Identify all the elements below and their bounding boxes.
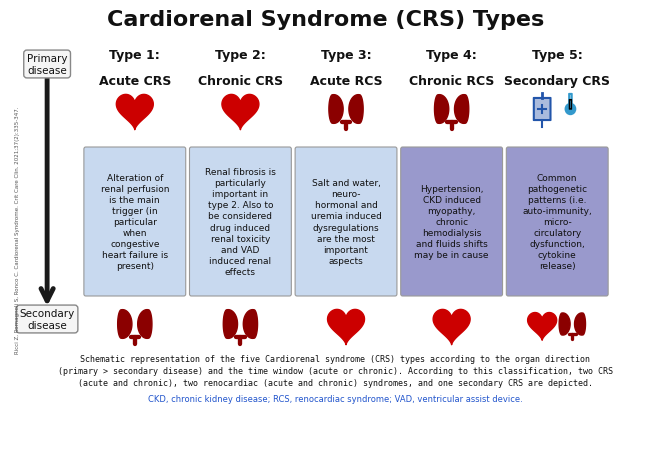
Text: Chronic RCS: Chronic RCS [409, 75, 494, 88]
Polygon shape [433, 310, 470, 345]
Polygon shape [349, 95, 363, 124]
Polygon shape [223, 310, 237, 339]
FancyBboxPatch shape [295, 148, 397, 297]
Text: Renal fibrosis is
particularly
important in
type 2. Also to
be considered
drug i: Renal fibrosis is particularly important… [205, 168, 276, 276]
Text: Type 5:: Type 5: [532, 49, 582, 62]
FancyBboxPatch shape [401, 148, 502, 297]
Text: Hypertension,
CKD induced
myopathy,
chronic
hemodialysis
and fluids shifts
may b: Hypertension, CKD induced myopathy, chro… [414, 185, 489, 260]
Text: Primary
disease: Primary disease [27, 54, 67, 76]
Text: Acute CRS: Acute CRS [99, 75, 171, 88]
Polygon shape [243, 310, 257, 339]
FancyBboxPatch shape [84, 148, 185, 297]
Polygon shape [329, 95, 343, 124]
Text: Ricci Z, Romagnoli S, Ronco C. Cardiorenal Syndrome. Crit Care Clin. 2021;37(2):: Ricci Z, Romagnoli S, Ronco C. Cardioren… [15, 106, 21, 353]
Text: Type 4:: Type 4: [426, 49, 477, 62]
Polygon shape [559, 313, 570, 336]
Text: Salt and water,
neuro-
hormonal and
uremia induced
dysregulations
are the most
i: Salt and water, neuro- hormonal and urem… [311, 179, 382, 265]
Polygon shape [222, 95, 259, 130]
FancyBboxPatch shape [534, 99, 550, 121]
Text: Acute RCS: Acute RCS [309, 75, 382, 88]
Polygon shape [117, 310, 132, 339]
Text: Common
pathogenetic
patterns (i.e.
auto-immunity,
micro-
circulatory
dysfunction: Common pathogenetic patterns (i.e. auto-… [522, 173, 592, 271]
Text: Schematic representation of the five Cardiorenal syndrome (CRS) types according : Schematic representation of the five Car… [57, 354, 613, 387]
Polygon shape [137, 310, 152, 339]
Text: CKD, chronic kidney disease; RCS, renocardiac syndrome; VAD, ventricular assist : CKD, chronic kidney disease; RCS, renoca… [148, 394, 522, 403]
Text: Alteration of
renal perfusion
is the main
trigger (in
particular
when
congestive: Alteration of renal perfusion is the mai… [101, 173, 169, 271]
Text: Secondary CRS: Secondary CRS [504, 75, 610, 88]
Polygon shape [434, 95, 449, 124]
Polygon shape [327, 310, 364, 345]
Text: Chronic CRS: Chronic CRS [198, 75, 283, 88]
Text: Type 3:: Type 3: [321, 49, 372, 62]
FancyBboxPatch shape [506, 148, 608, 297]
Polygon shape [528, 313, 557, 341]
Text: Type 1:: Type 1: [109, 49, 160, 62]
FancyBboxPatch shape [570, 101, 572, 110]
Polygon shape [454, 95, 469, 124]
Circle shape [565, 104, 576, 115]
Text: Secondary
disease: Secondary disease [19, 308, 75, 330]
FancyBboxPatch shape [569, 95, 572, 113]
Text: Cardiorenal Syndrome (CRS) Types: Cardiorenal Syndrome (CRS) Types [107, 10, 544, 30]
Polygon shape [574, 313, 586, 336]
FancyBboxPatch shape [189, 148, 291, 297]
Polygon shape [116, 95, 153, 130]
Text: Type 2:: Type 2: [215, 49, 265, 62]
